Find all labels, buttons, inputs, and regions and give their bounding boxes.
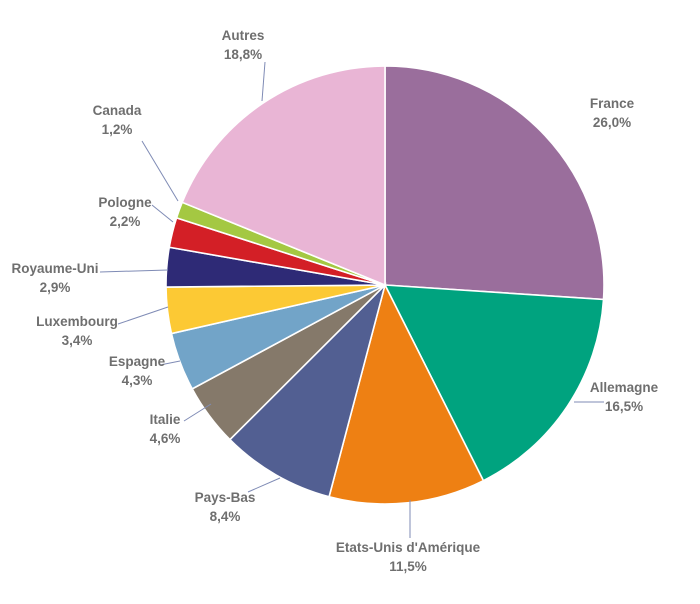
slice-value-canada: 1,2% — [102, 122, 133, 137]
slice-value-royaume-uni: 2,9% — [40, 280, 71, 295]
slice-value-espagne: 4,3% — [122, 373, 153, 388]
slice-label-pologne: Pologne — [98, 195, 152, 210]
leader-line-royaume-uni — [99, 269, 169, 273]
pie-slice-allemagne — [383, 284, 605, 482]
slice-label-autres: Autres — [222, 28, 265, 43]
leader-line-pologne — [151, 204, 174, 223]
slice-value-france: 26,0% — [593, 115, 631, 130]
slice-value-pays-bas: 8,4% — [210, 509, 241, 524]
leader-line-autres — [261, 61, 266, 102]
pie-slice-etats-unis-d-amerique — [328, 282, 485, 505]
leader-line-pays-bas — [247, 477, 281, 493]
pie-slice-pays-bas — [228, 282, 387, 498]
slice-label-canada: Canada — [93, 103, 142, 118]
slice-value-etats-unis-d-amerique: 11,5% — [389, 559, 427, 574]
slice-label-luxembourg: Luxembourg — [36, 314, 118, 329]
leader-line-italie — [183, 403, 212, 422]
slice-value-autres: 18,8% — [224, 47, 262, 62]
slice-value-allemagne: 16,5% — [605, 399, 643, 414]
slice-value-luxembourg: 3,4% — [62, 333, 93, 348]
slices-layer — [165, 65, 605, 505]
slice-label-royaume-uni: Royaume-Uni — [11, 261, 98, 276]
leader-line-canada — [141, 140, 179, 202]
slice-label-etats-unis-d-amerique: Etats-Unis d'Amérique — [336, 540, 481, 555]
pie-slice-autres — [181, 65, 386, 287]
slice-label-pays-bas: Pays-Bas — [195, 490, 256, 505]
leader-lines-layer — [99, 61, 604, 538]
slice-label-espagne: Espagne — [109, 354, 166, 369]
leader-line-luxembourg — [117, 306, 169, 325]
slice-label-allemagne: Allemagne — [590, 380, 659, 395]
labels-layer: France 26,0% Allemagne 16,5% Etats-Unis d'Am… — [11, 28, 658, 574]
pie-slice-france — [384, 65, 605, 301]
leader-line-espagne — [159, 360, 181, 366]
slice-label-italie: Italie — [150, 412, 181, 427]
slice-value-italie: 4,6% — [150, 431, 181, 446]
slice-value-pologne: 2,2% — [110, 214, 141, 229]
slice-label-france: France — [590, 96, 635, 111]
